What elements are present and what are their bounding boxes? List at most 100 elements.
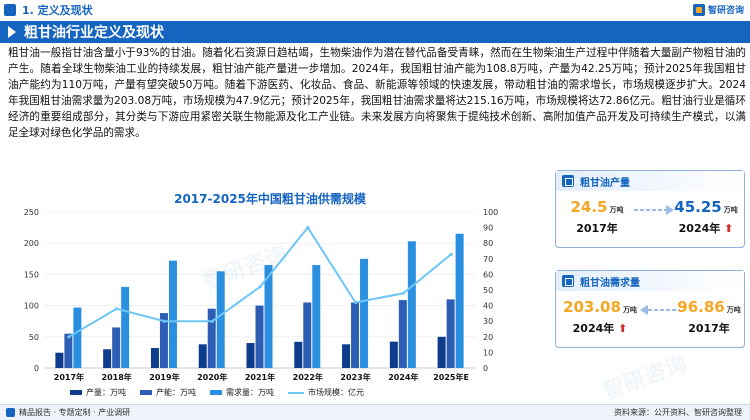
- y-tick-right: 70: [483, 255, 493, 264]
- logo-icon: [692, 3, 705, 16]
- up-arrow-icon: ⬆: [724, 222, 734, 235]
- play-icon: [8, 26, 16, 38]
- bar-capacity: [351, 302, 360, 368]
- market-size-point: [306, 226, 310, 230]
- bar-output: [437, 336, 446, 368]
- bar-capacity: [446, 299, 455, 368]
- y-tick-right: 40: [483, 302, 493, 311]
- chart-icon: [562, 175, 574, 187]
- bar-demand: [264, 265, 273, 368]
- bar-capacity: [255, 305, 264, 368]
- x-tick-label: 2017年: [54, 372, 84, 382]
- y-tick-right: 20: [483, 333, 493, 342]
- output-2017: 24.5 万吨 2017年: [564, 197, 630, 236]
- brand-logo: 智研咨询: [692, 3, 744, 16]
- bar-output: [342, 344, 351, 368]
- brand-name: 智研咨询: [707, 6, 744, 16]
- y-tick-right: 90: [483, 224, 493, 233]
- x-tick-label: 2019年: [149, 372, 179, 382]
- bar-capacity: [112, 327, 121, 368]
- demand-card-header: 粗甘油需求量: [556, 271, 744, 291]
- legend-item-demand: 需求量：万吨: [210, 387, 274, 398]
- market-size-point: [258, 285, 262, 289]
- demand-card-title: 粗甘油需求量: [580, 277, 640, 289]
- chart-icon: [562, 275, 574, 287]
- title-bar: 粗甘油行业定义及现状: [0, 21, 750, 43]
- section-icon: [4, 4, 16, 16]
- legend-item-capacity: 产能：万吨: [140, 387, 196, 398]
- bar-output: [198, 344, 207, 368]
- y-tick-left: 100: [24, 302, 39, 311]
- bar-demand: [312, 265, 321, 368]
- y-tick-right: 30: [483, 317, 493, 326]
- x-tick-label: 2022年: [293, 372, 323, 382]
- x-tick-label: 2020年: [197, 372, 227, 382]
- market-size-point: [67, 335, 71, 339]
- output-2017-value: 24.5: [570, 198, 608, 216]
- demand-2024-value: 203.08: [563, 298, 621, 316]
- section-label: 1. 定义及现状: [22, 4, 93, 17]
- market-size-point: [115, 307, 119, 311]
- x-tick-label: 2018年: [102, 372, 132, 382]
- demand-2017: 96.86 万吨 2017年: [674, 297, 744, 336]
- bar-capacity: [398, 300, 407, 368]
- legend-item-market: 市场规模：亿元: [288, 387, 364, 398]
- bar-output: [389, 341, 398, 368]
- chart-legend: 产量：万吨 产能：万吨 需求量：万吨 市场规模：亿元: [70, 387, 378, 398]
- up-arrow-icon: ⬆: [618, 322, 628, 335]
- y-tick-right: 80: [483, 239, 493, 248]
- section-bar: 1. 定义及现状 智研咨询: [0, 0, 750, 20]
- x-tick-label: 2021年: [245, 372, 275, 382]
- bar-capacity: [303, 302, 312, 368]
- y-tick-right: 60: [483, 270, 493, 279]
- output-2024-value: 45.25: [674, 198, 722, 216]
- bar-output: [150, 348, 159, 368]
- demand-2024-year: 2024年 ⬆: [572, 322, 628, 335]
- report-icon: [6, 408, 15, 417]
- footer-source: 资料来源：公开资料、智研咨询整理: [614, 408, 742, 417]
- chart-title: 2017-2025年中国粗甘油供需规模: [174, 192, 366, 206]
- bar-output: [103, 349, 112, 368]
- bar-demand: [407, 241, 416, 368]
- output-card: 粗甘油产量 24.5 万吨 2017年 45.25 万吨 2024年 ⬆: [555, 170, 745, 248]
- footer: 精品报告 · 专题定制 · 产业调研 资料来源：公开资料、智研咨询整理: [0, 404, 750, 420]
- output-card-header: 粗甘油产量: [556, 171, 744, 191]
- demand-2024: 203.08 万吨 2024年 ⬆: [560, 297, 640, 336]
- y-tick-left: 250: [24, 208, 39, 217]
- arrow-right-icon: [634, 205, 674, 215]
- bar-output: [294, 341, 303, 368]
- output-2017-year: 2017年: [576, 222, 618, 235]
- y-tick-right: 50: [483, 286, 493, 295]
- demand-2017-value: 96.86: [677, 298, 725, 316]
- output-2024-year: 2024年 ⬆: [678, 222, 734, 235]
- arrow-left-icon: [640, 305, 680, 315]
- y-tick-left: 200: [24, 239, 39, 248]
- bar-capacity: [207, 308, 216, 368]
- bar-demand: [121, 286, 130, 368]
- supply-demand-chart: 0 50 100 150 200 250 0 10 20 30 40 50 60 70 80 90 100 201…: [24, 208, 499, 382]
- x-tick-label: 2023年: [340, 372, 370, 382]
- x-tick-label: 2024年: [388, 372, 418, 382]
- bar-output: [55, 352, 64, 368]
- footer-tagline: 精品报告 · 专题定制 · 产业调研: [19, 408, 131, 417]
- bar-demand: [455, 233, 464, 368]
- bar-capacity: [159, 313, 168, 368]
- market-size-point: [353, 300, 358, 305]
- output-card-title: 粗甘油产量: [580, 177, 630, 189]
- intro-paragraph: 粗甘油一般指甘油含量小于93%的甘油。随着化石资源日趋枯竭，生物柴油作为潜在替代…: [8, 47, 746, 140]
- y-tick-right: 100: [483, 208, 498, 217]
- legend-item-output: 产量：万吨: [70, 387, 126, 398]
- bar-demand: [73, 307, 82, 368]
- x-tick-label: 2025年E: [433, 372, 469, 382]
- y-tick-left: 50: [29, 333, 39, 342]
- bar-demand: [168, 260, 177, 368]
- bar-capacity: [64, 333, 73, 368]
- demand-card: 粗甘油需求量 203.08 万吨 2024年 ⬆ 96.86 万吨 2017年: [555, 270, 745, 348]
- market-size-point: [401, 291, 405, 295]
- page-title: 粗甘油行业定义及现状: [24, 25, 164, 41]
- market-size-point: [210, 319, 214, 323]
- bar-demand: [360, 258, 369, 368]
- bar-output: [246, 343, 255, 368]
- y-tick-right: 10: [483, 348, 493, 357]
